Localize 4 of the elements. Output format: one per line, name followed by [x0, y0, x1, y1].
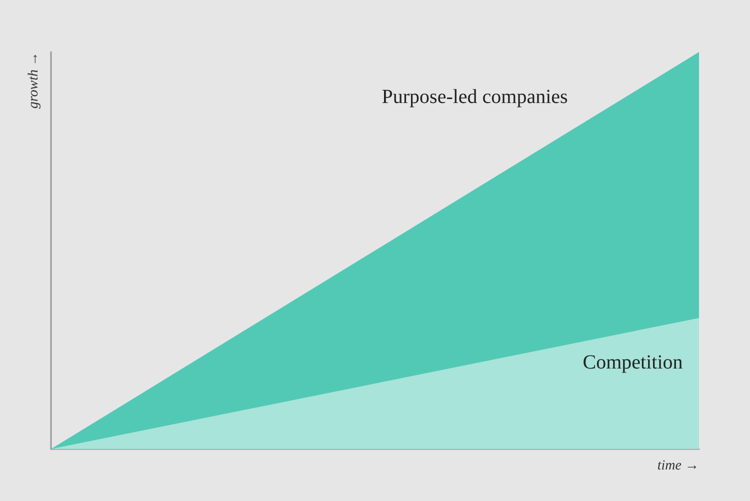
- series-label: Competition: [582, 352, 683, 374]
- y-axis-title: growth →: [26, 52, 42, 109]
- series-label: Purpose-led companies: [382, 86, 568, 108]
- x-axis-title: time →: [657, 458, 699, 474]
